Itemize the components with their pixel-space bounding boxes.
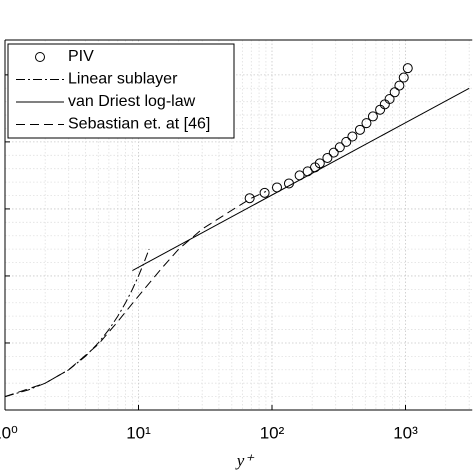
data-point xyxy=(314,158,325,169)
data-point xyxy=(384,93,395,104)
x-tick-label: 10³ xyxy=(393,423,418,442)
legend-box xyxy=(7,43,235,139)
legend-label: PIV xyxy=(68,48,94,65)
data-point xyxy=(361,118,372,129)
data-point xyxy=(347,131,358,142)
legend: PIV Linear sublayer van Driest log-law Seba… xyxy=(7,43,235,139)
data-point xyxy=(398,72,409,83)
x-tick-label: 10² xyxy=(260,423,285,442)
x-axis-label: y⁺ xyxy=(235,451,256,470)
data-point xyxy=(402,63,413,74)
data-point xyxy=(283,178,294,189)
data-point xyxy=(328,147,339,158)
data-point xyxy=(354,124,365,135)
data-point xyxy=(322,152,333,163)
legend-marker xyxy=(35,52,45,62)
legend-label: van Driest log-law xyxy=(68,93,196,110)
legend-label: Linear sublayer xyxy=(68,71,178,88)
data-point xyxy=(259,187,270,198)
data-point xyxy=(394,80,405,91)
x-tick-label: 10⁰ xyxy=(0,423,18,442)
data-point xyxy=(334,142,345,153)
line xyxy=(4,191,267,398)
data-point xyxy=(389,87,400,98)
legend-label: Sebastian et. at [46] xyxy=(68,116,210,133)
data-point xyxy=(341,136,352,147)
line xyxy=(4,248,150,398)
data-point xyxy=(375,104,386,115)
x-tick-label: 10¹ xyxy=(126,423,151,442)
data-point xyxy=(367,111,378,122)
data-point xyxy=(244,193,255,204)
